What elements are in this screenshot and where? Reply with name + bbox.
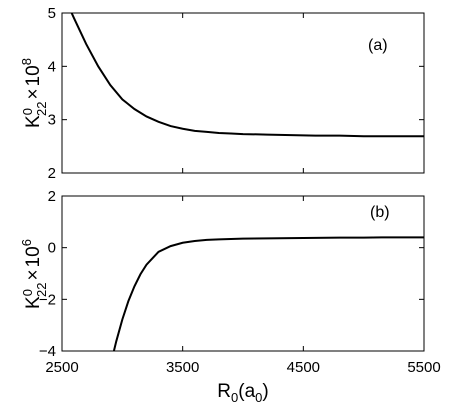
panel-b-label: (b)	[370, 204, 390, 221]
panel-b-ylabel-times: ×	[23, 269, 44, 280]
panel-b-ylabel-base: K	[23, 296, 44, 309]
panel-b-tick-labels: −4 −2 0 2 2500 3500 4500 5500	[39, 188, 441, 376]
y-tick-label: −4	[39, 343, 56, 360]
x-tick-label: 5500	[407, 359, 440, 376]
panel-b-curve	[112, 236, 424, 351]
panel-a: 2 3 4 5 (a) K022 × 108	[19, 5, 425, 182]
svg-text:K022×108: K022 × 108	[19, 58, 49, 128]
panel-b-y-axis-label: K022 × 106	[19, 239, 49, 309]
panel-b-x-axis-label: R0(a0)	[217, 381, 268, 405]
svg-text:K022×106: K022 × 106	[19, 239, 49, 309]
panel-a-curve	[70, 13, 424, 138]
panel-a-ylabel-sub: 22	[34, 102, 49, 116]
x-tick-label: 4500	[287, 359, 320, 376]
y-tick-label: 2	[48, 188, 56, 205]
y-tick-label: 4	[48, 58, 56, 75]
panel-a-label: (a)	[368, 37, 388, 54]
y-tick-label: 2	[48, 165, 56, 182]
xlabel-unit-close: )	[262, 381, 268, 402]
panel-a-ylabel-base: K	[23, 115, 44, 128]
panel-a-ylabel-exp: 8	[19, 58, 34, 65]
panel-b-frame	[61, 195, 425, 352]
xlabel-sub: 0	[231, 390, 238, 405]
y-tick-label: 3	[48, 112, 56, 129]
panel-b-ticks	[61, 195, 425, 352]
panel-b-ylabel-sub: 22	[34, 283, 49, 297]
panel-b-ylabel-sup: 0	[20, 289, 35, 296]
panel-a-frame	[61, 12, 425, 174]
xlabel-unit-open: (a	[238, 381, 255, 402]
svg-text:R0(a0): R0(a0)	[217, 381, 268, 405]
panel-a-ylabel-times: ×	[23, 88, 44, 99]
panel-a-tick-labels: 2 3 4 5	[48, 5, 56, 182]
y-tick-label: −2	[39, 291, 56, 308]
panel-b-ylabel-exp: 6	[19, 239, 34, 246]
xlabel-unit-sub: 0	[255, 390, 262, 405]
y-tick-label: 0	[48, 240, 56, 257]
x-tick-label: 2500	[45, 359, 78, 376]
panel-a-y-axis-label: K022 × 108	[19, 58, 49, 128]
panel-a-ylabel-ten: 10	[23, 65, 44, 86]
panel-a-ticks	[61, 12, 425, 174]
x-tick-label: 3500	[166, 359, 199, 376]
y-tick-label: 5	[48, 5, 56, 22]
panel-a-ylabel-sup: 0	[20, 108, 35, 115]
xlabel-base: R	[217, 381, 231, 402]
panel-b-ylabel-ten: 10	[23, 246, 44, 267]
